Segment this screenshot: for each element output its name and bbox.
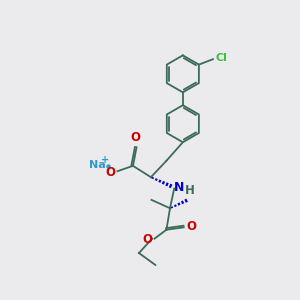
Text: Na: Na: [89, 160, 106, 170]
Text: O: O: [187, 220, 197, 232]
Text: H: H: [185, 184, 195, 197]
Text: O: O: [131, 131, 141, 144]
Text: N: N: [174, 182, 184, 194]
Text: O: O: [142, 233, 152, 246]
Text: +: +: [101, 155, 110, 166]
Text: O: O: [105, 166, 115, 179]
Text: Cl: Cl: [216, 53, 228, 63]
